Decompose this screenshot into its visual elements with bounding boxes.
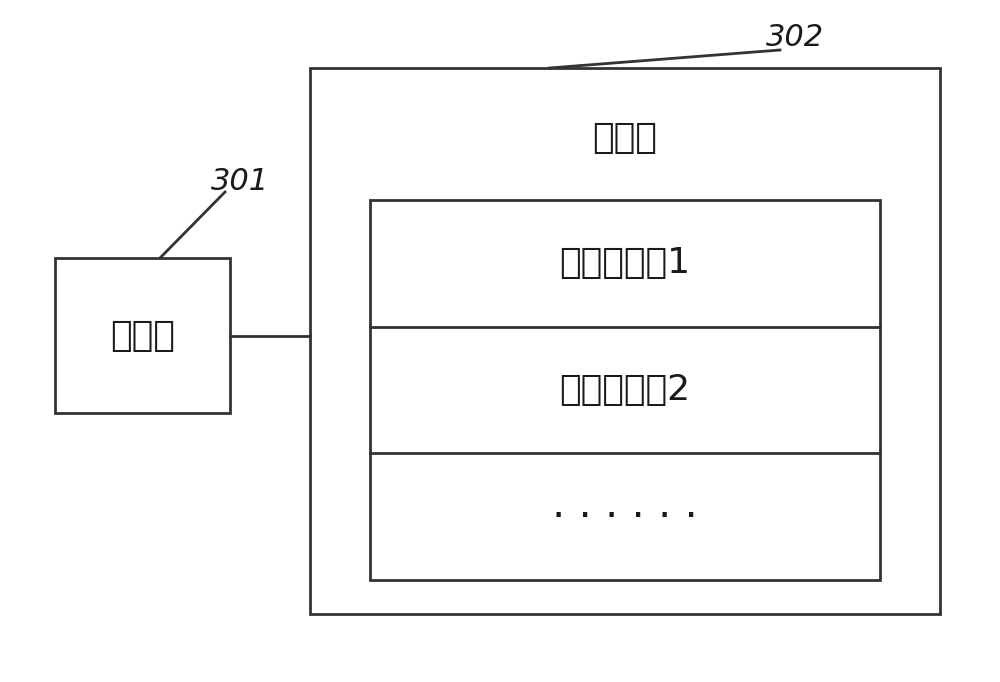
Bar	[370, 200, 880, 580]
Bar	[310, 68, 940, 614]
Text: 存储器: 存储器	[593, 121, 657, 155]
Text: 302: 302	[766, 23, 824, 52]
Bar	[55, 258, 230, 413]
Text: 计算机程序2: 计算机程序2	[559, 373, 691, 407]
Text: · · · · · ·: · · · · · ·	[552, 496, 698, 537]
Text: 计算机程序1: 计算机程序1	[559, 246, 691, 280]
Text: 301: 301	[211, 168, 269, 196]
Text: 处理器: 处理器	[110, 318, 175, 353]
